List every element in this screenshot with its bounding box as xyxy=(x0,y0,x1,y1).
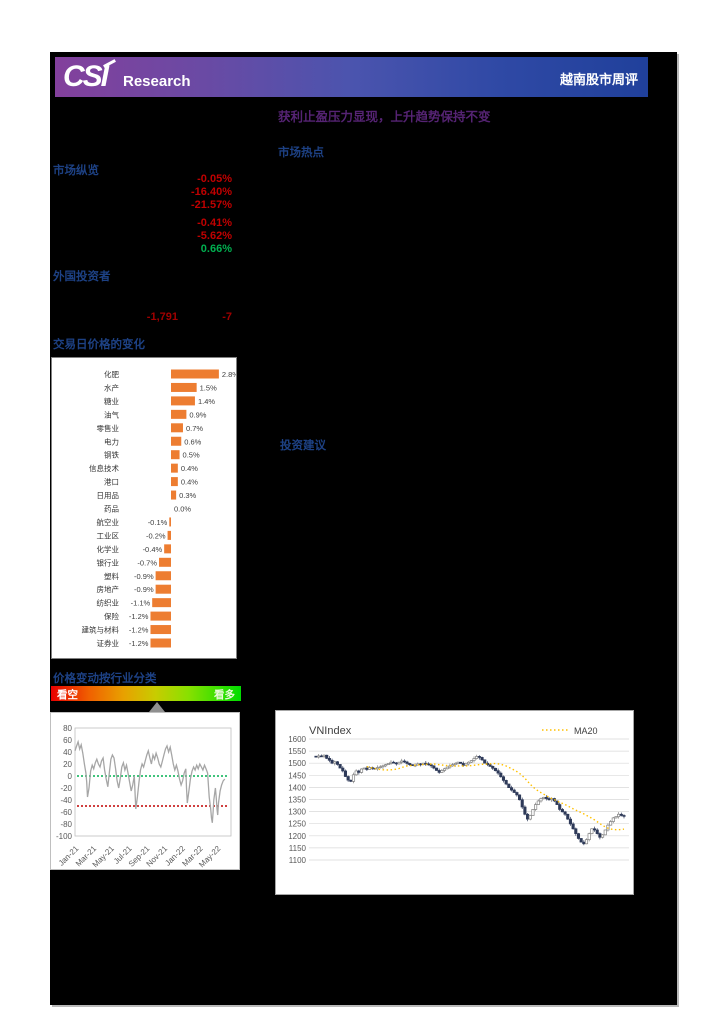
vnindex-candlestick-chart: 1600 1550 1500 1450 1400 1350 1300 1250 1200 1150… xyxy=(288,725,629,865)
svg-text:2.8%: 2.8% xyxy=(222,370,236,379)
svg-text:-80: -80 xyxy=(60,820,72,829)
svg-text:信息技术: 信息技术 xyxy=(89,463,119,473)
svg-text:0.7%: 0.7% xyxy=(186,424,203,433)
foreign-net-value-1: -1,791 xyxy=(146,311,178,323)
csi-logo: CSI xyxy=(63,60,109,93)
svg-text:-1.1%: -1.1% xyxy=(131,599,151,608)
svg-text:电力: 电力 xyxy=(104,436,119,446)
svg-text:保险: 保险 xyxy=(104,611,119,621)
svg-text:水产: 水产 xyxy=(104,382,119,392)
svg-text:-1.2%: -1.2% xyxy=(129,626,149,635)
svg-text:1100: 1100 xyxy=(289,856,307,865)
svg-text:1.5%: 1.5% xyxy=(200,383,217,392)
sector-bar-chart: 化肥 2.8% 水产 1.5% 糖业 1.4% 油气 0.9% 零售业 0.7% 电力 0.6% 钢铁 0… xyxy=(82,369,240,648)
overview-value: -16.40% xyxy=(191,186,232,198)
breadth-line-chart: 806040200-20-40-60-80-100Jan-21Mar-21May… xyxy=(56,724,232,869)
svg-text:20: 20 xyxy=(63,760,72,769)
gauge-bullish-label: 看多 xyxy=(214,689,235,701)
sector-bar-chart-panel: 化肥 2.8% 水产 1.5% 糖业 1.4% 油气 0.9% 零售业 0.7% 电力 0.6% 钢铁 0… xyxy=(51,357,240,659)
svg-text:化肥: 化肥 xyxy=(104,369,119,379)
svg-text:1150: 1150 xyxy=(289,844,307,853)
svg-text:航空业: 航空业 xyxy=(97,517,120,527)
svg-text:纺织业: 纺织业 xyxy=(97,598,120,608)
overview-value: -0.05% xyxy=(197,173,232,185)
header-banner: CSI Research 越南股市周评 xyxy=(55,57,648,97)
svg-text:40: 40 xyxy=(63,748,72,757)
svg-text:1500: 1500 xyxy=(288,759,306,768)
svg-text:60: 60 xyxy=(63,736,72,745)
breadth-line-chart-panel: 80 60 40 20 0 -20 -40 -60 -80 -100 Jan-21 Mar-21 May… xyxy=(50,712,240,870)
svg-text:-0.4%: -0.4% xyxy=(143,545,163,554)
svg-text:银行业: 银行业 xyxy=(97,557,120,567)
svg-text:工业区: 工业区 xyxy=(97,530,120,540)
svg-text:化学业: 化学业 xyxy=(97,544,120,554)
svg-text:港口: 港口 xyxy=(104,477,119,487)
logo-research-label: Research xyxy=(123,73,191,90)
svg-text:-20: -20 xyxy=(60,784,72,793)
section-daily-price-change: 交易日价格的变化 xyxy=(53,339,145,351)
svg-text:塑料: 塑料 xyxy=(104,571,119,581)
main-headline: 获利止盈压力显现，上升趋势保持不变 xyxy=(278,110,491,124)
svg-text:1450: 1450 xyxy=(288,771,306,780)
svg-text:1550: 1550 xyxy=(288,747,306,756)
section-market-overview: 市场纵览 xyxy=(53,165,99,177)
svg-text:-0.9%: -0.9% xyxy=(134,572,154,581)
svg-text:1200: 1200 xyxy=(288,832,306,841)
svg-text:1400: 1400 xyxy=(288,783,306,792)
svg-text:80: 80 xyxy=(63,724,72,733)
svg-text:钢铁: 钢铁 xyxy=(104,450,119,460)
svg-text:0.4%: 0.4% xyxy=(181,478,198,487)
svg-text:证券业: 证券业 xyxy=(97,638,120,648)
gauge-bearish-label: 看空 xyxy=(57,689,78,701)
overview-value: -0.41% xyxy=(197,217,232,229)
svg-text:0.3%: 0.3% xyxy=(179,491,196,500)
svg-text:-0.7%: -0.7% xyxy=(137,558,157,567)
svg-text:建筑与材料: 建筑与材料 xyxy=(82,625,120,635)
svg-text:0.9%: 0.9% xyxy=(189,410,206,419)
svg-text:0.5%: 0.5% xyxy=(183,451,200,460)
svg-text:-1.2%: -1.2% xyxy=(129,639,149,648)
foreign-net-value-2: -7 xyxy=(222,311,232,323)
svg-text:1600: 1600 xyxy=(288,735,306,744)
svg-text:糖业: 糖业 xyxy=(104,396,119,406)
svg-text:-1.2%: -1.2% xyxy=(129,612,149,621)
svg-text:VNIndex: VNIndex xyxy=(309,725,352,737)
svg-text:0: 0 xyxy=(68,772,73,781)
svg-text:0.6%: 0.6% xyxy=(184,437,201,446)
overview-value: -21.57% xyxy=(191,199,232,211)
svg-text:1.4%: 1.4% xyxy=(198,397,215,406)
section-foreign-investors: 外国投资者 xyxy=(53,271,111,283)
svg-text:1350: 1350 xyxy=(288,796,306,805)
sentiment-gauge-bar: 看空 看多 xyxy=(51,686,241,701)
svg-text:0.4%: 0.4% xyxy=(181,464,198,473)
section-sector-gauge: 价格变动按行业分类 xyxy=(53,673,157,685)
overview-value: 0.66% xyxy=(200,243,232,255)
svg-text:-40: -40 xyxy=(60,796,72,805)
svg-text:房地产: 房地产 xyxy=(97,584,120,594)
svg-text:MA20: MA20 xyxy=(574,726,598,736)
svg-text:零售业: 零售业 xyxy=(97,423,120,433)
svg-text:-0.9%: -0.9% xyxy=(134,585,154,594)
svg-text:油气: 油气 xyxy=(104,409,119,419)
svg-text:1300: 1300 xyxy=(288,808,306,817)
svg-text:日用品: 日用品 xyxy=(97,491,120,500)
section-market-hotspots: 市场热点 xyxy=(278,147,324,159)
gauge-pointer-triangle xyxy=(149,702,166,712)
svg-text:1250: 1250 xyxy=(288,820,306,829)
section-investment-advice: 投资建议 xyxy=(280,440,326,452)
svg-text:-0.2%: -0.2% xyxy=(146,531,166,540)
report-page: CSI Research 越南股市周评 获利止盈压力显现，上升趋势保持不变 市场… xyxy=(50,52,677,1005)
svg-text:-100: -100 xyxy=(56,832,73,841)
overview-value: -5.62% xyxy=(197,230,232,242)
svg-text:药品: 药品 xyxy=(104,504,119,514)
svg-text:-0.1%: -0.1% xyxy=(148,518,168,527)
market-overview-group2: -0.41% -5.62% 0.66% xyxy=(110,217,232,256)
vnindex-chart-panel: 1600 1550 1500 1450 1400 1350 1300 1250 1200 1150… xyxy=(275,710,634,895)
svg-text:-60: -60 xyxy=(60,808,72,817)
market-overview-group1: -0.05% -16.40% -21.57% xyxy=(110,173,232,212)
report-title: 越南股市周评 xyxy=(559,72,638,87)
svg-text:0.0%: 0.0% xyxy=(174,505,191,514)
